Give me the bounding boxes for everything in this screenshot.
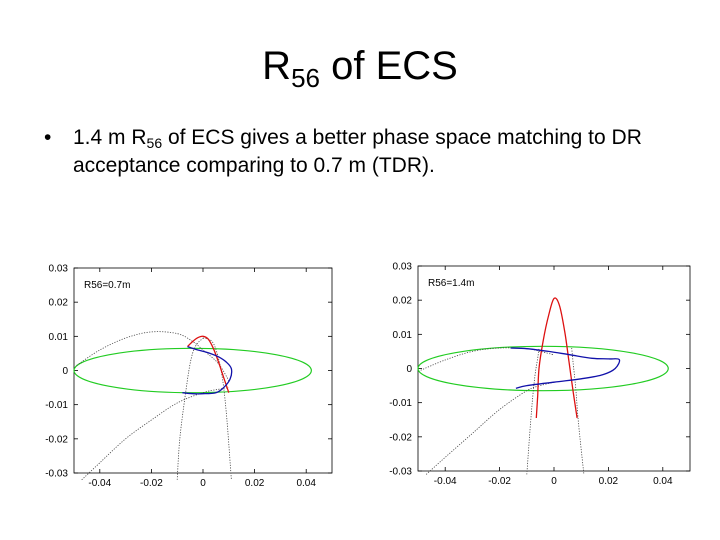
plot-1-r56-annotation: R56=1.4m (428, 278, 474, 289)
plot-1-ytick-label: -0.01 (389, 398, 412, 409)
plot-1-red-curve-4 (535, 297, 578, 419)
plot-1-dotted-curve-3 (571, 347, 585, 475)
plot-1-xtick-label: 0 (551, 476, 557, 487)
plot-0-blue-curve-5 (182, 345, 233, 395)
plot-0-r56-annotation: R56=0.7m (84, 280, 130, 291)
plot-1-blue-curve-5 (510, 347, 621, 389)
plot-0-dotted-curve-0 (76, 331, 230, 382)
plot-0-ytick-label: 0.01 (49, 332, 69, 343)
plot-1-ytick-label: 0.01 (393, 330, 413, 341)
plot-1-dotted-curve-0 (420, 347, 555, 371)
title-main: R (262, 44, 292, 88)
plot-0-xtick-label: 0 (200, 478, 206, 489)
plot-1-xtick-label: 0.02 (599, 476, 619, 487)
plot-0-dotted-curve-3 (202, 337, 232, 480)
bullet-point: • 1.4 m R56 of ECS gives a better phase … (44, 124, 684, 180)
plot-0-frame (73, 267, 333, 474)
plot-0-ytick-label: -0.01 (45, 400, 68, 411)
plot-0-xtick-label: -0.02 (140, 478, 163, 489)
plot-1-ytick-label: 0.02 (393, 296, 413, 307)
plot-1-xtick-label: 0.04 (653, 476, 673, 487)
plot-0-xtick-label: 0.02 (245, 478, 265, 489)
plot-0-dotted-curve-1 (81, 387, 229, 481)
plot-0-xtick-label: 0.04 (296, 478, 316, 489)
plot-0-ytick-label: 0 (62, 366, 68, 377)
bullet-text-part2: of ECS gives a better phase space matchi… (73, 126, 642, 177)
plot-0-red-curve-4 (187, 335, 230, 393)
plot-0-dotted-curve-2 (176, 337, 204, 480)
plot-0-acceptance-ellipse (73, 347, 312, 394)
plot-1-ytick-label: -0.03 (389, 467, 412, 478)
plot-1-acceptance-ellipse (417, 345, 669, 392)
plot-1-dotted-curve-1 (425, 381, 555, 475)
plot-0-xtick-label: -0.04 (88, 478, 111, 489)
title-rest: of ECS (319, 44, 458, 88)
plot-1-ytick-label: 0.03 (393, 262, 413, 273)
title-subscript: 56 (291, 63, 320, 93)
bullet-marker: • (44, 126, 52, 149)
plot-1-xtick-label: -0.02 (488, 476, 511, 487)
bullet-text: 1.4 m R56 of ECS gives a better phase sp… (44, 124, 684, 180)
plot-0-ytick-label: 0.02 (49, 298, 69, 309)
plot-1-ytick-label: 0 (406, 364, 412, 375)
plot-1-frame (417, 265, 691, 472)
plot-0-ytick-label: -0.03 (45, 469, 68, 480)
bullet-subscript: 56 (146, 135, 163, 151)
plot-0-ytick-label: -0.02 (45, 434, 68, 445)
bullet-text-part1: 1.4 m R (73, 126, 147, 149)
plot-0-ytick-label: 0.03 (49, 264, 69, 275)
slide-title: R56 of ECS (0, 40, 720, 92)
plot-1-dotted-curve-2 (526, 347, 540, 475)
plot-1-ytick-label: -0.02 (389, 432, 412, 443)
plot-1-xtick-label: -0.04 (434, 476, 457, 487)
